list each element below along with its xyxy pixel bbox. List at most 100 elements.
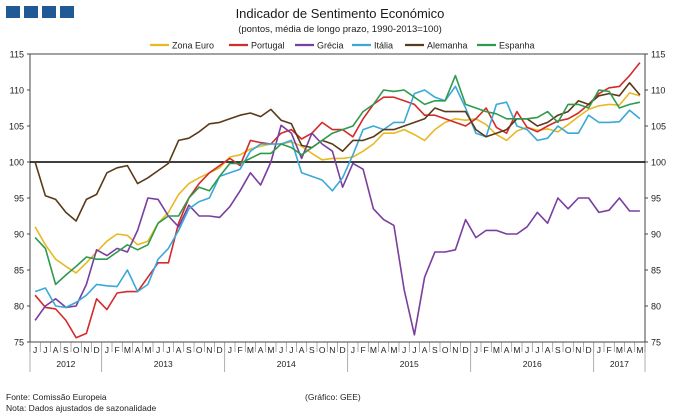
gee-logo (6, 6, 74, 18)
source-note: Fonte: Comissão Europeia (6, 392, 107, 402)
x-year-label: 2016 (523, 359, 542, 369)
y-tick-label-right: 85 (651, 266, 661, 276)
x-month-label: M (636, 345, 643, 355)
x-month-label: J (525, 345, 529, 355)
series-line-espanha (34, 74, 641, 286)
x-month-label: O (565, 345, 572, 355)
legend-label: Itália (374, 41, 393, 51)
x-month-label: M (144, 345, 151, 355)
x-month-label: F (361, 345, 366, 355)
x-month-label: F (484, 345, 489, 355)
x-month-label: A (381, 345, 387, 355)
x-month-label: N (206, 345, 212, 355)
x-month-label: A (504, 345, 510, 355)
x-month-label: D (340, 345, 346, 355)
x-month-label: S (186, 345, 192, 355)
x-month-label: A (258, 345, 264, 355)
x-month-label: J (402, 345, 406, 355)
x-year-label: 2012 (56, 359, 75, 369)
x-month-label: J (412, 345, 416, 355)
x-month-label: F (607, 345, 612, 355)
x-month-label: M (390, 345, 397, 355)
x-month-label: A (422, 345, 428, 355)
y-tick-label-left: 100 (9, 158, 24, 168)
x-month-label: S (309, 345, 315, 355)
y-tick-label-left: 90 (14, 230, 24, 240)
x-month-label: J (289, 345, 293, 355)
x-year-label: 2014 (277, 359, 296, 369)
x-month-label: O (442, 345, 449, 355)
logo-square-4 (60, 6, 74, 18)
y-tick-label-right: 75 (651, 338, 661, 348)
y-tick-label-right: 105 (651, 122, 666, 132)
logo-square-2 (24, 6, 38, 18)
y-tick-label-left: 80 (14, 302, 24, 312)
x-month-label: J (474, 345, 478, 355)
x-month-label: J (43, 345, 47, 355)
x-month-label: J (33, 345, 37, 355)
x-month-label: A (299, 345, 305, 355)
series-line-itália (34, 85, 641, 309)
x-year-label: 2017 (610, 359, 629, 369)
y-tick-label-right: 100 (651, 158, 666, 168)
x-month-label: N (452, 345, 458, 355)
y-tick-label-left: 110 (10, 86, 24, 96)
x-month-label: A (53, 345, 59, 355)
y-tick-label-left: 95 (14, 194, 24, 204)
chart-title: Indicador de Sentimento Económico (235, 6, 445, 21)
x-month-label: A (135, 345, 141, 355)
logo-square-1 (6, 6, 20, 18)
x-month-label: S (555, 345, 561, 355)
x-month-label: M (247, 345, 254, 355)
chart-subtitle: (pontos, média de longo prazo, 1990-2013… (238, 24, 442, 35)
x-month-label: M (616, 345, 623, 355)
x-month-label: M (370, 345, 377, 355)
x-month-label: N (83, 345, 89, 355)
y-tick-label-left: 115 (10, 50, 24, 60)
x-month-label: J (351, 345, 355, 355)
x-month-label: O (196, 345, 203, 355)
x-month-label: F (115, 345, 120, 355)
x-month-label: A (627, 345, 633, 355)
y-tick-label-right: 95 (651, 194, 661, 204)
y-tick-label-left: 75 (14, 338, 24, 348)
x-month-label: M (493, 345, 500, 355)
legend-label: Zona Euro (172, 41, 214, 51)
legend-label: Alemanha (427, 41, 468, 51)
adjustment-note: Nota: Dados ajustados de sazonalidade (6, 403, 157, 413)
x-month-label: M (267, 345, 274, 355)
x-month-label: D (217, 345, 223, 355)
x-month-label: N (575, 345, 581, 355)
x-month-label: N (329, 345, 335, 355)
y-tick-label-left: 105 (9, 122, 24, 132)
x-month-label: J (105, 345, 109, 355)
x-year-label: 2013 (154, 359, 173, 369)
series-line-alemanha (34, 82, 641, 222)
legend-label: Portugal (251, 41, 285, 51)
x-month-label: A (176, 345, 182, 355)
y-tick-label-left: 85 (14, 266, 24, 276)
y-tick-label-right: 110 (651, 86, 665, 96)
logo-square-3 (42, 6, 56, 18)
x-month-label: J (279, 345, 283, 355)
x-month-label: D (463, 345, 469, 355)
y-tick-label-right: 80 (651, 302, 661, 312)
x-month-label: M (513, 345, 520, 355)
x-month-label: M (124, 345, 131, 355)
x-year-label: 2015 (400, 359, 419, 369)
legend-label: Espanha (499, 41, 535, 51)
x-month-label: J (156, 345, 160, 355)
x-month-label: J (228, 345, 232, 355)
x-month-label: A (545, 345, 551, 355)
x-month-label: F (238, 345, 243, 355)
x-month-label: S (63, 345, 69, 355)
x-month-label: J (535, 345, 539, 355)
series-line-grécia (34, 124, 640, 336)
x-month-label: D (94, 345, 100, 355)
x-month-label: O (319, 345, 326, 355)
chart-credit: (Gráfico: GEE) (305, 392, 361, 402)
legend-label: Grécia (317, 41, 344, 51)
y-tick-label-right: 90 (651, 230, 661, 240)
x-month-label: O (73, 345, 80, 355)
